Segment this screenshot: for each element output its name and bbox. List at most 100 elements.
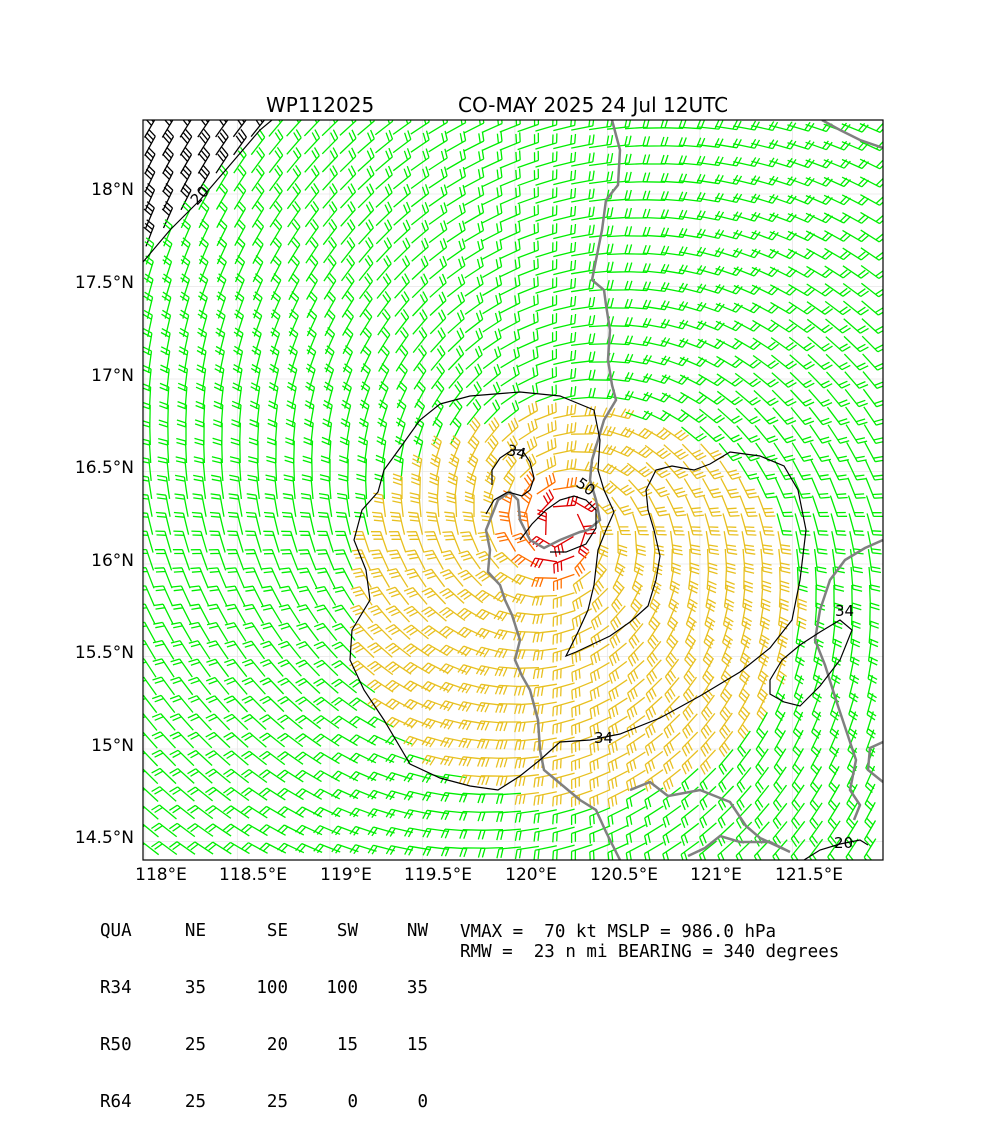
wind-barb bbox=[410, 130, 430, 153]
wind-barb bbox=[296, 604, 319, 624]
wind-barb bbox=[241, 695, 267, 713]
wind-barb bbox=[339, 120, 357, 136]
wind-barb bbox=[248, 437, 259, 463]
wind-barb bbox=[718, 767, 734, 793]
wind-barb bbox=[413, 345, 427, 372]
wind-barb bbox=[440, 792, 467, 802]
wind-barb bbox=[553, 313, 577, 330]
wind-barb bbox=[370, 530, 389, 553]
wind-barb bbox=[188, 640, 211, 660]
wind-barb bbox=[259, 677, 285, 695]
wind-barb bbox=[644, 714, 663, 739]
wind-barb bbox=[376, 291, 392, 318]
wind-barb bbox=[305, 236, 319, 264]
wind-barb bbox=[594, 549, 607, 577]
wind-barb bbox=[771, 372, 797, 388]
wind-barb bbox=[681, 768, 699, 793]
wind-barb bbox=[305, 254, 319, 282]
wind-barb bbox=[717, 803, 735, 829]
wind-barb bbox=[535, 455, 557, 476]
wind-barb bbox=[385, 753, 413, 764]
wind-barb bbox=[753, 390, 779, 407]
wind-barb bbox=[405, 549, 426, 571]
wind-barb bbox=[495, 721, 521, 732]
wind-barb bbox=[698, 408, 725, 424]
wind-barb bbox=[187, 823, 214, 837]
wind-barb bbox=[375, 219, 393, 245]
wind-barb bbox=[458, 550, 481, 570]
wind-barb bbox=[205, 768, 231, 784]
wind-barb bbox=[395, 417, 406, 445]
wind-barb bbox=[457, 664, 485, 676]
wind-barb bbox=[552, 495, 578, 508]
wind-barb bbox=[733, 248, 761, 259]
wind-barb bbox=[414, 399, 426, 427]
wind-barb bbox=[475, 665, 503, 676]
wind-barb bbox=[449, 435, 461, 463]
wind-barb bbox=[791, 784, 805, 811]
wind-barb bbox=[499, 168, 521, 187]
wind-barb bbox=[358, 417, 369, 445]
wind-barb bbox=[179, 146, 193, 174]
wind-barb bbox=[386, 586, 410, 606]
wind-barb bbox=[433, 417, 443, 445]
wind-barb bbox=[662, 409, 690, 423]
wind-barb bbox=[552, 573, 575, 592]
wind-barb bbox=[384, 679, 412, 693]
wind-barb bbox=[411, 454, 423, 481]
wind-barb bbox=[751, 194, 779, 204]
wind-barb bbox=[260, 640, 284, 660]
wind-barb bbox=[462, 511, 477, 535]
wind-barb bbox=[143, 658, 157, 678]
wind-barb bbox=[808, 389, 833, 407]
wind-barb bbox=[223, 676, 248, 695]
wind-barb bbox=[571, 206, 595, 221]
wind-barb bbox=[241, 658, 266, 677]
contour-label-34-south: 34 bbox=[594, 729, 613, 747]
wind-barb bbox=[589, 243, 614, 256]
wind-barb bbox=[829, 711, 840, 739]
wind-barb bbox=[787, 248, 815, 260]
wind-barb bbox=[846, 442, 867, 463]
wind-barb bbox=[787, 158, 815, 169]
wind-barb bbox=[143, 713, 158, 731]
wind-barb bbox=[788, 319, 815, 333]
wind-barb bbox=[607, 752, 629, 773]
wind-barb bbox=[259, 714, 285, 730]
wind-barb bbox=[258, 824, 286, 836]
wind-barb bbox=[305, 363, 316, 391]
wind-barb bbox=[465, 327, 484, 352]
wind-barb bbox=[681, 443, 707, 461]
wind-barb bbox=[737, 712, 751, 740]
wind-barb bbox=[251, 218, 265, 246]
wind-barb bbox=[589, 171, 614, 185]
wind-barb bbox=[793, 675, 804, 703]
wind-barb bbox=[352, 549, 371, 571]
wind-barb bbox=[498, 511, 513, 535]
wind-barb bbox=[827, 424, 850, 444]
wind-barb bbox=[661, 209, 688, 220]
wind-barb bbox=[234, 309, 245, 337]
wind-barb bbox=[535, 277, 558, 294]
wind-barb bbox=[794, 657, 805, 685]
wind-barb bbox=[824, 283, 851, 297]
wind-barb bbox=[517, 204, 539, 223]
wind-barb bbox=[697, 192, 724, 203]
wind-barb bbox=[574, 551, 590, 577]
wind-barb bbox=[334, 549, 353, 571]
wind-barb bbox=[232, 120, 247, 138]
wind-barb bbox=[227, 511, 244, 535]
wind-barb bbox=[661, 392, 689, 404]
wind-barb bbox=[514, 827, 539, 842]
wind-barb bbox=[392, 130, 412, 154]
wind-barb bbox=[367, 623, 393, 641]
wind-barb bbox=[438, 625, 466, 639]
wind-barb bbox=[859, 176, 883, 188]
wind-barb bbox=[611, 586, 625, 613]
wind-barb bbox=[279, 567, 300, 589]
wind-barb bbox=[698, 373, 726, 387]
wind-barb bbox=[287, 218, 301, 246]
wind-barb bbox=[281, 511, 298, 535]
wind-barb bbox=[715, 338, 744, 350]
wind-barb bbox=[669, 531, 683, 556]
